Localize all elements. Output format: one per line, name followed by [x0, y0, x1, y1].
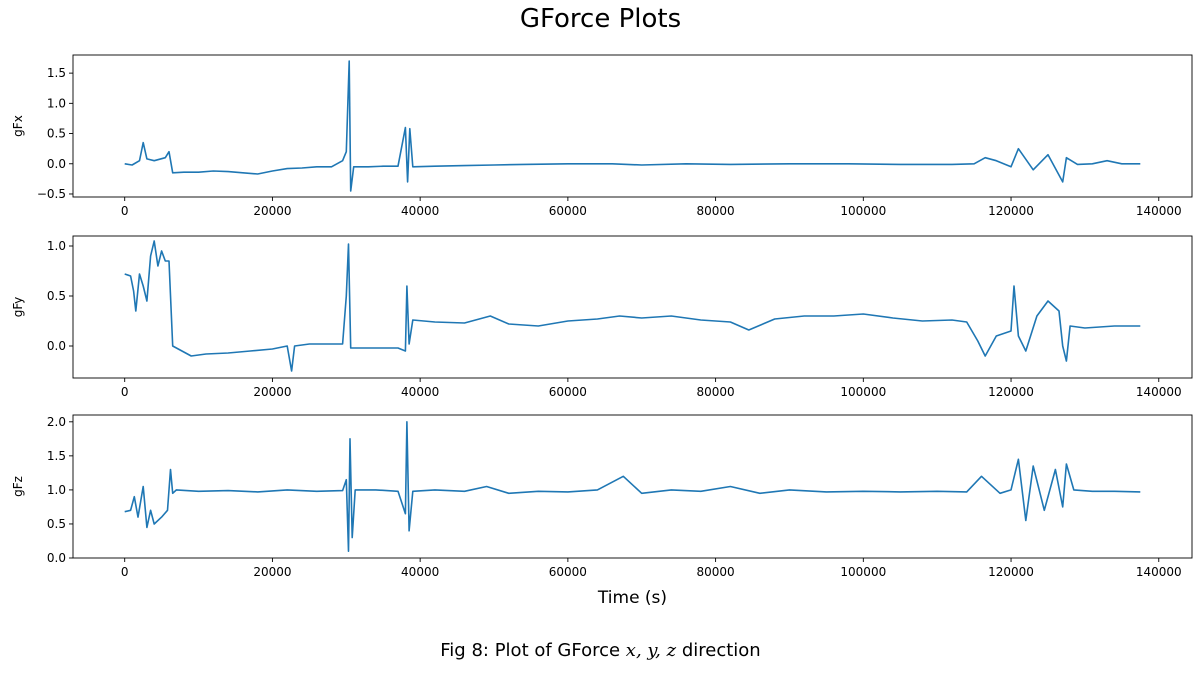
x-tick-label: 40000 — [401, 204, 439, 218]
axes-frame — [72, 235, 1193, 379]
y-tick-label: 0.0 — [47, 157, 66, 171]
x-tick-label: 140000 — [1136, 204, 1182, 218]
x-tick-label: 0 — [121, 204, 129, 218]
y-tick-label: 0.5 — [47, 517, 66, 531]
x-tick-label: 100000 — [840, 385, 886, 399]
x-tick-label: 80000 — [697, 204, 735, 218]
x-tick-label: 40000 — [401, 385, 439, 399]
y-tick-label: −0.5 — [37, 187, 66, 201]
x-tick-label: 0 — [121, 565, 129, 579]
axes-frame — [72, 54, 1193, 198]
x-tick-label: 20000 — [253, 565, 291, 579]
x-tick-label: 60000 — [549, 565, 587, 579]
x-tick-label: 80000 — [697, 385, 735, 399]
x-axis-label: Time (s) — [597, 588, 667, 608]
x-tick-label: 60000 — [549, 385, 587, 399]
x-tick-label: 20000 — [253, 385, 291, 399]
subplot-gfy: 0 20000 40000 60000 80000 100000 120000 140000 0… — [11, 235, 1193, 399]
y-tick-label: 0.0 — [47, 551, 66, 565]
x-tick-label: 120000 — [988, 385, 1034, 399]
x-tick-label: 20000 — [253, 204, 291, 218]
y-tick-label: 1.0 — [47, 96, 66, 110]
y-tick-label: 0.0 — [47, 339, 66, 353]
y-tick-label: 2.0 — [47, 415, 66, 429]
x-tick-label: 120000 — [988, 204, 1034, 218]
y-tick-label: 0.5 — [47, 127, 66, 141]
x-tick-label: 0 — [121, 385, 129, 399]
y-axis-label: gFz — [11, 476, 25, 497]
subplot-gfz: 0 20000 40000 60000 80000 100000 120000 140000 0… — [11, 414, 1193, 608]
x-tick-label: 40000 — [401, 565, 439, 579]
series-line — [124, 60, 1141, 192]
y-axis-label: gFx — [11, 115, 25, 137]
y-axis-label: gFy — [11, 297, 25, 318]
series-line — [124, 240, 1141, 372]
y-tick-label: 1.5 — [47, 449, 66, 463]
y-tick-label: 0.5 — [47, 289, 66, 303]
x-tick-label: 60000 — [549, 204, 587, 218]
figure-caption: Fig 8: Plot of GForce x, y, z direction — [0, 640, 1201, 661]
axes-frame — [72, 414, 1193, 559]
x-tick-label: 120000 — [988, 565, 1034, 579]
y-tick-label: 1.0 — [47, 483, 66, 497]
x-tick-label: 80000 — [697, 565, 735, 579]
x-tick-label: 140000 — [1136, 565, 1182, 579]
y-tick-label: 1.0 — [47, 239, 66, 253]
x-tick-label: 100000 — [840, 565, 886, 579]
x-tick-label: 140000 — [1136, 385, 1182, 399]
caption-suffix: direction — [676, 640, 761, 661]
caption-vars: x, y, z — [625, 640, 677, 661]
series-line — [124, 420, 1141, 553]
y-tick-label: 1.5 — [47, 66, 66, 80]
subplot-gfx: 0 20000 40000 60000 80000 100000 120000 140000 −… — [11, 54, 1193, 218]
caption-prefix: Fig 8: Plot of GForce — [440, 640, 626, 661]
figure-title: GForce Plots — [519, 4, 682, 34]
x-tick-label: 100000 — [840, 204, 886, 218]
